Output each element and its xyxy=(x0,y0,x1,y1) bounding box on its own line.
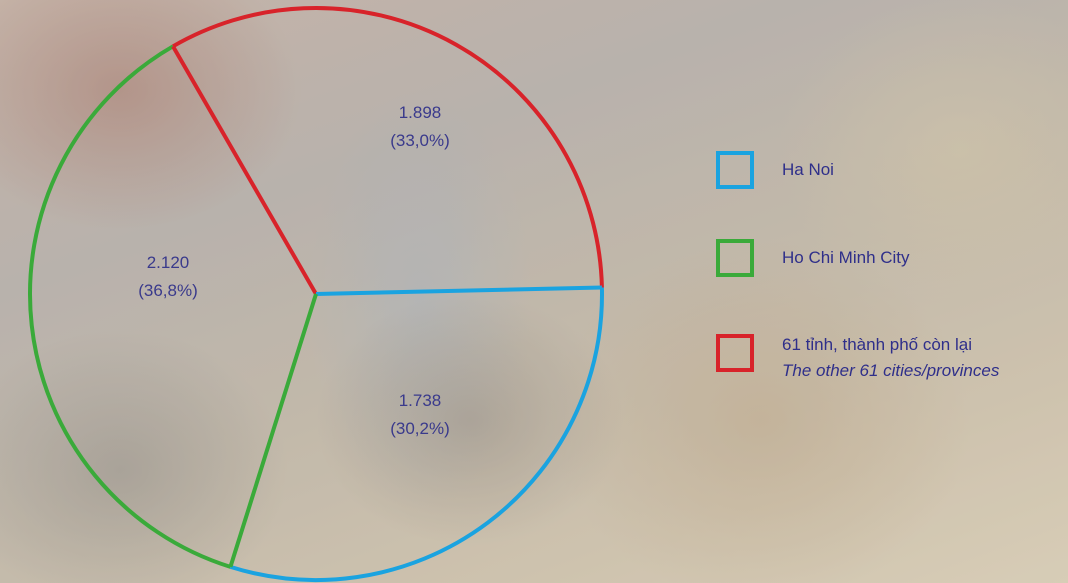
pie-slice-arc-61-t-nh-th-nh-ph-c-n-l-i xyxy=(172,6,604,288)
slice-percent-label: (33,0%) xyxy=(390,131,450,150)
legend-swatch xyxy=(716,239,754,277)
slice-value-label: 1.898 xyxy=(399,103,442,122)
legend: Ha Noi Ho Chi Minh City 61 tỉnh, thành phố… xyxy=(716,151,1000,380)
legend-sublabel: The other 61 cities/provinces xyxy=(782,361,1000,380)
legend-swatch xyxy=(716,151,754,189)
legend-label: 61 tỉnh, thành phố còn lại xyxy=(782,335,972,354)
slice-value-label: 1.738 xyxy=(399,391,442,410)
pie-slice-radius-ho-chi-minh-city xyxy=(228,293,318,568)
pie-slice-arc-ho-chi-minh-city xyxy=(28,44,232,569)
slice-percent-label: (30,2%) xyxy=(390,419,450,438)
legend-swatch xyxy=(716,334,754,372)
slice-value-label: 2.120 xyxy=(147,253,190,272)
legend-label: Ha Noi xyxy=(782,160,834,179)
pie-slice-radius-ha-noi xyxy=(315,285,602,296)
pie-slice-labels: 1.898 (33,0%) 1.738 (30,2%) 2.120 (36,8%) xyxy=(138,103,450,438)
pie-slice-radius-61-t-nh-th-nh-ph-c-n-l-i xyxy=(171,45,318,295)
slice-percent-label: (36,8%) xyxy=(138,281,198,300)
pie-slice-arc-ha-noi xyxy=(229,287,604,582)
pie-slices xyxy=(28,6,604,582)
legend-label: Ho Chi Minh City xyxy=(782,248,910,267)
